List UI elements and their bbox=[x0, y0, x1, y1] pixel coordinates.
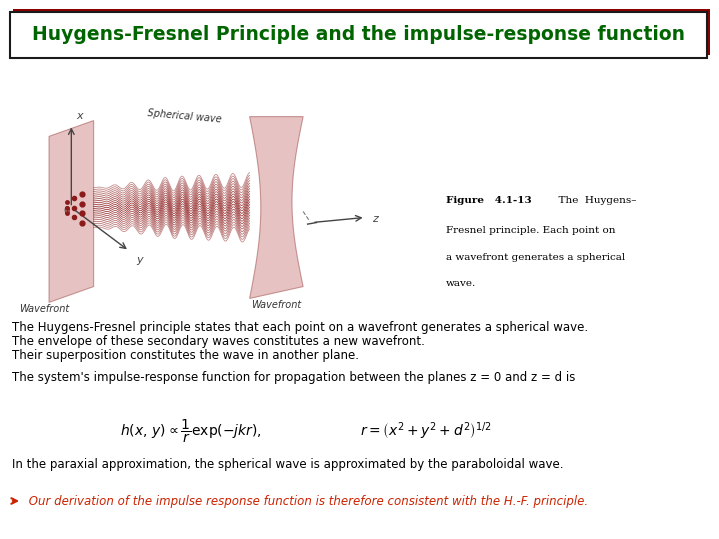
Text: z: z bbox=[372, 213, 378, 224]
Text: In the paraxial approximation, the spherical wave is approximated by the parabol: In the paraxial approximation, the spher… bbox=[12, 458, 564, 471]
FancyBboxPatch shape bbox=[13, 9, 710, 55]
Text: The  Huygens–: The Huygens– bbox=[552, 196, 637, 205]
FancyBboxPatch shape bbox=[10, 12, 707, 58]
Text: y: y bbox=[136, 255, 142, 265]
Text: Wavefront: Wavefront bbox=[251, 300, 301, 310]
Text: 0: 0 bbox=[63, 206, 70, 216]
Polygon shape bbox=[249, 116, 303, 299]
Text: Their superposition constitutes the wave in another plane.: Their superposition constitutes the wave… bbox=[12, 349, 359, 362]
Text: x: x bbox=[75, 110, 83, 121]
Text: The envelope of these secondary waves constitutes a new wavefront.: The envelope of these secondary waves co… bbox=[12, 335, 425, 348]
Text: Huygens-Fresnel Principle and the impulse-response function: Huygens-Fresnel Principle and the impuls… bbox=[32, 25, 684, 45]
Text: wave.: wave. bbox=[446, 279, 476, 288]
Text: $h(x,\,y) \propto \dfrac{1}{r} \exp(-jkr),$: $h(x,\,y) \propto \dfrac{1}{r} \exp(-jkr… bbox=[120, 417, 262, 445]
Text: $r = \left(x^2 + y^2 + d^2\right)^{1/2}$: $r = \left(x^2 + y^2 + d^2\right)^{1/2}$ bbox=[360, 420, 492, 442]
Text: Our derivation of the impulse response function is therefore consistent with the: Our derivation of the impulse response f… bbox=[25, 494, 588, 508]
Text: The system's impulse-response function for propagation between the planes z = 0 : The system's impulse-response function f… bbox=[12, 371, 575, 384]
Text: Figure   4.1-13: Figure 4.1-13 bbox=[446, 196, 531, 205]
Text: Wavefront: Wavefront bbox=[19, 304, 70, 314]
Polygon shape bbox=[49, 121, 93, 302]
Text: The Huygens-Fresnel principle states that each point on a wavefront generates a : The Huygens-Fresnel principle states tha… bbox=[12, 321, 588, 334]
Text: a wavefront generates a spherical: a wavefront generates a spherical bbox=[446, 253, 625, 261]
Text: Fresnel principle. Each point on: Fresnel principle. Each point on bbox=[446, 226, 615, 236]
Text: Spherical wave: Spherical wave bbox=[147, 108, 222, 125]
